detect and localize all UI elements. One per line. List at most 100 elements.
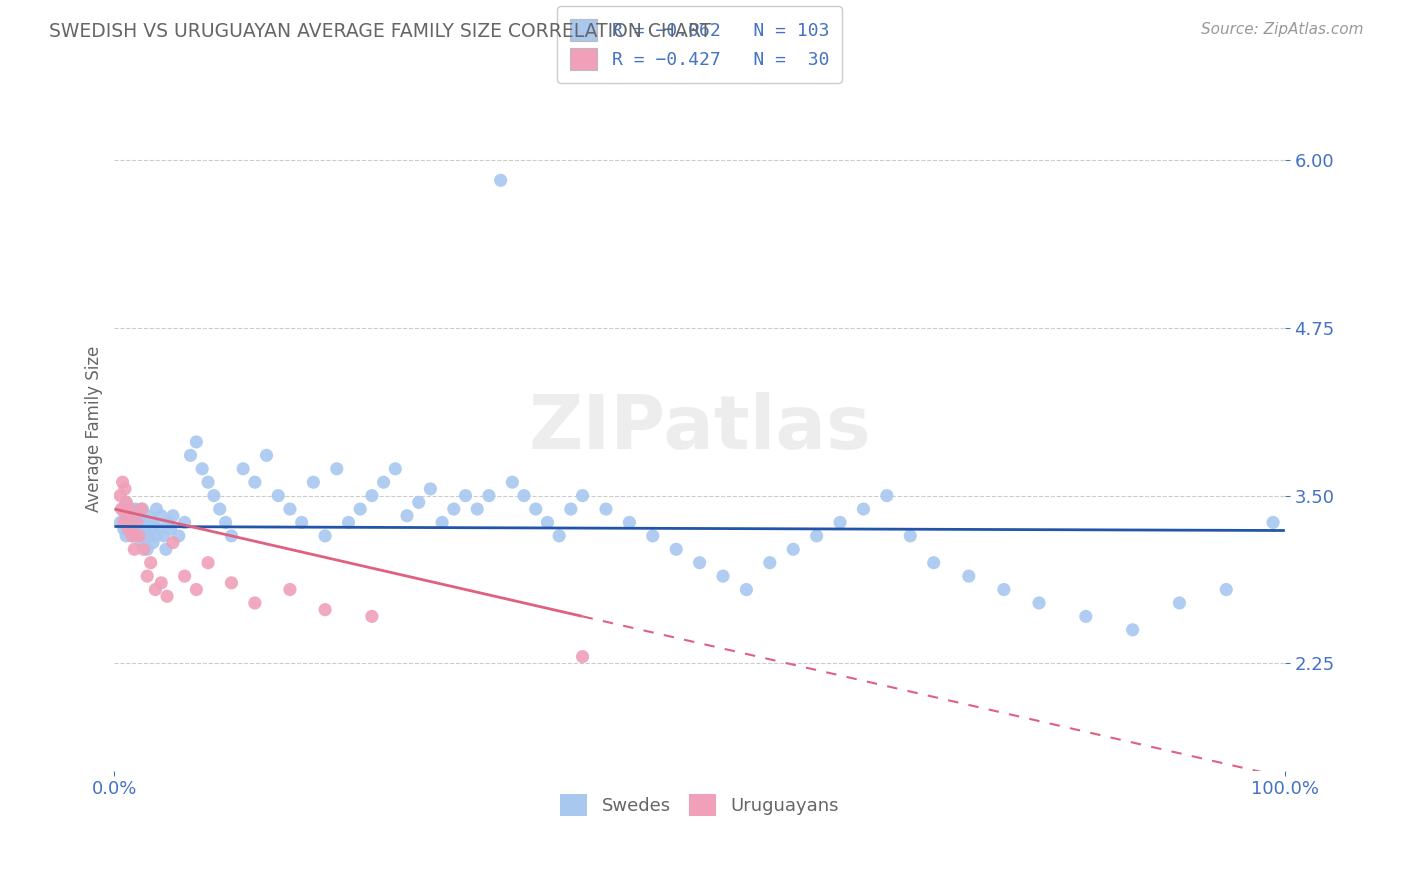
Point: [408, 495, 430, 509]
Point: [186, 434, 208, 449]
Point: [118, 502, 141, 516]
Point: [111, 475, 134, 490]
Point: [852, 502, 875, 516]
Point: [179, 448, 201, 462]
Point: [131, 535, 153, 549]
Point: [143, 516, 166, 530]
Point: [957, 569, 980, 583]
Point: [150, 575, 173, 590]
Point: [267, 489, 290, 503]
Point: [232, 462, 254, 476]
Point: [132, 529, 155, 543]
Point: [145, 529, 167, 543]
Point: [828, 516, 851, 530]
Point: [197, 556, 219, 570]
Point: [221, 529, 243, 543]
Point: [145, 582, 167, 597]
Point: [138, 529, 160, 543]
Point: [1028, 596, 1050, 610]
Point: [156, 589, 179, 603]
Point: [571, 649, 593, 664]
Point: [1261, 516, 1284, 530]
Point: [127, 516, 149, 530]
Point: [122, 508, 145, 523]
Point: [524, 502, 547, 516]
Point: [278, 582, 301, 597]
Point: [454, 489, 477, 503]
Point: [443, 502, 465, 516]
Point: [128, 529, 150, 543]
Point: [430, 516, 453, 530]
Point: [548, 529, 571, 543]
Point: [349, 502, 371, 516]
Point: [197, 475, 219, 490]
Point: [136, 542, 159, 557]
Point: [118, 522, 141, 536]
Point: [124, 502, 146, 516]
Point: [191, 462, 214, 476]
Point: [759, 556, 782, 570]
Point: [125, 516, 148, 530]
Point: [110, 502, 132, 516]
Point: [111, 502, 134, 516]
Text: SWEDISH VS URUGUAYAN AVERAGE FAMILY SIZE CORRELATION CHART: SWEDISH VS URUGUAYAN AVERAGE FAMILY SIZE…: [49, 22, 711, 41]
Point: [124, 522, 146, 536]
Point: [115, 495, 138, 509]
Point: [806, 529, 828, 543]
Point: [167, 529, 190, 543]
Point: [139, 516, 162, 530]
Point: [384, 462, 406, 476]
Point: [114, 482, 136, 496]
Point: [139, 556, 162, 570]
Point: [337, 516, 360, 530]
Point: [150, 508, 173, 523]
Point: [256, 448, 278, 462]
Point: [314, 602, 336, 616]
Text: Source: ZipAtlas.com: Source: ZipAtlas.com: [1201, 22, 1364, 37]
Point: [314, 529, 336, 543]
Point: [129, 522, 152, 536]
Point: [186, 582, 208, 597]
Point: [117, 522, 139, 536]
Point: [993, 582, 1015, 597]
Point: [208, 502, 231, 516]
Point: [110, 489, 132, 503]
Legend: Swedes, Uruguayans: Swedes, Uruguayans: [553, 787, 846, 823]
Point: [162, 508, 184, 523]
Point: [689, 556, 711, 570]
Point: [155, 542, 177, 557]
Point: [278, 502, 301, 516]
Point: [1122, 623, 1144, 637]
Point: [361, 489, 384, 503]
Point: [571, 489, 593, 503]
Point: [115, 495, 138, 509]
Point: [898, 529, 921, 543]
Text: ZIPatlas: ZIPatlas: [529, 392, 870, 465]
Point: [132, 542, 155, 557]
Point: [735, 582, 758, 597]
Y-axis label: Average Family Size: Average Family Size: [86, 345, 103, 512]
Point: [110, 516, 132, 530]
Point: [1074, 609, 1097, 624]
Point: [619, 516, 641, 530]
Point: [138, 508, 160, 523]
Point: [489, 173, 512, 187]
Point: [876, 489, 898, 503]
Point: [131, 502, 153, 516]
Point: [115, 529, 138, 543]
Point: [117, 508, 139, 523]
Point: [142, 535, 165, 549]
Point: [513, 489, 536, 503]
Point: [243, 596, 266, 610]
Point: [361, 609, 384, 624]
Point: [641, 529, 664, 543]
Point: [373, 475, 395, 490]
Point: [159, 522, 181, 536]
Point: [419, 482, 441, 496]
Point: [202, 489, 225, 503]
Point: [560, 502, 582, 516]
Point: [922, 556, 945, 570]
Point: [114, 508, 136, 523]
Point: [141, 522, 163, 536]
Point: [120, 502, 142, 516]
